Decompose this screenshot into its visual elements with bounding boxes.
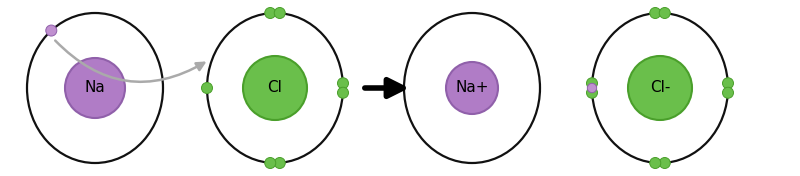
Circle shape: [274, 158, 286, 168]
Text: Na: Na: [85, 80, 106, 96]
Circle shape: [202, 83, 213, 93]
Circle shape: [265, 8, 276, 18]
Text: Cl: Cl: [267, 80, 282, 96]
Circle shape: [628, 56, 692, 120]
Circle shape: [587, 83, 597, 93]
Text: Cl-: Cl-: [650, 80, 670, 96]
Circle shape: [650, 158, 661, 168]
Circle shape: [338, 78, 349, 89]
Circle shape: [659, 158, 670, 168]
Circle shape: [586, 87, 598, 98]
Circle shape: [722, 87, 734, 98]
Circle shape: [274, 8, 286, 18]
Text: Na+: Na+: [455, 80, 489, 96]
Circle shape: [722, 78, 734, 89]
Circle shape: [650, 8, 661, 18]
Circle shape: [65, 58, 125, 118]
Circle shape: [446, 62, 498, 114]
Circle shape: [338, 87, 349, 98]
Circle shape: [586, 78, 598, 89]
Circle shape: [46, 25, 57, 36]
Circle shape: [265, 158, 276, 168]
Circle shape: [659, 8, 670, 18]
Circle shape: [243, 56, 307, 120]
